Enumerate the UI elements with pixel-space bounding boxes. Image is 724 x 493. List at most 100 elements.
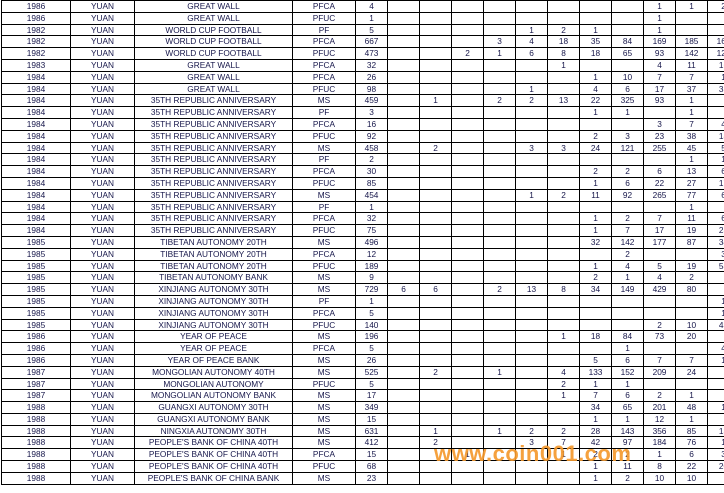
cell-name: WORLD CUP FOOTBALL — [134, 47, 293, 60]
cell-g2 — [419, 224, 452, 237]
cell-year: 1985 — [1, 318, 71, 332]
cell-g9: 1 — [643, 448, 676, 462]
cell-g9: 8 — [643, 460, 676, 473]
table-row[interactable]: 1984 YUAN 35TH REPUBLIC ANNIVERSARY MS 459 1 2… — [1, 94, 724, 108]
table-row[interactable]: 1985 YUAN TIBETAN AUTONOMY 20TH MS 496 32 142 1… — [1, 235, 724, 249]
cell-qty: 458 — [355, 141, 388, 155]
cell-g5 — [515, 70, 548, 84]
cell-g5 — [515, 471, 548, 485]
table-row[interactable]: 1984 YUAN 35TH REPUBLIC ANNIVERSARY MS 454 1 2… — [1, 188, 724, 202]
cell-g1 — [387, 23, 420, 37]
cell-g4: 1 — [483, 47, 516, 60]
cell-g8: 4 — [611, 259, 644, 273]
cell-year: 1986 — [1, 330, 71, 344]
cell-type: MS — [292, 330, 356, 344]
table-row[interactable]: 1985 YUAN TIBETAN AUTONOMY BANK MS 9 2 1 4 2 — [1, 271, 724, 285]
table-row[interactable]: 1984 YUAN 35TH REPUBLIC ANNIVERSARY PFUC 92 2… — [1, 129, 724, 143]
cell-denomination: YUAN — [70, 58, 135, 72]
table-row[interactable]: 1982 YUAN WORLD CUP FOOTBALL PF 5 1 2 1 1 — [1, 23, 724, 37]
cell-g7: 1 — [579, 176, 612, 190]
cell-g7: 133 — [579, 365, 612, 379]
table-row[interactable]: 1982 YUAN WORLD CUP FOOTBALL PFUC 473 2 1 6 8 18 6… — [1, 47, 724, 60]
cell-qty: 412 — [355, 436, 388, 450]
cell-g4 — [483, 153, 516, 167]
table-row[interactable]: 1984 YUAN 35TH REPUBLIC ANNIVERSARY PFCA 16 3… — [1, 117, 724, 131]
cell-denomination: YUAN — [70, 436, 135, 450]
table-row[interactable]: 1984 YUAN 35TH REPUBLIC ANNIVERSARY PF 1 1 — [1, 200, 724, 214]
cell-g2: 1 — [419, 94, 452, 108]
cell-g6 — [547, 294, 580, 308]
cell-name: TIBETAN AUTONOMY 20TH — [134, 247, 293, 261]
cell-g5: 3 — [515, 141, 548, 155]
cell-qty: 196 — [355, 330, 388, 344]
cell-name: 35TH REPUBLIC ANNIVERSARY — [134, 153, 293, 167]
table-row[interactable]: 1985 YUAN XINJIANG AUTONOMY 30TH MS 729 6 6 2 13… — [1, 283, 724, 296]
table-row[interactable]: 1988 YUAN GUANGXI AUTONOMY BANK MS 15 1 1 12 1 — [1, 412, 724, 426]
cell-g9: 17 — [643, 224, 676, 237]
table-row[interactable]: 1984 YUAN 35TH REPUBLIC ANNIVERSARY PFCA 30 2… — [1, 165, 724, 178]
cell-denomination: YUAN — [70, 471, 135, 485]
table-row[interactable]: 1982 YUAN WORLD CUP FOOTBALL PFCA 667 3 4 18 35 8… — [1, 35, 724, 49]
table-row[interactable]: 1984 YUAN 35TH REPUBLIC ANNIVERSARY PFUC 85 1… — [1, 176, 724, 190]
table-row[interactable]: 1988 YUAN NINGXIA AUTONOMY 30TH MS 631 1 1 2 2 28… — [1, 424, 724, 438]
cell-g2 — [419, 259, 452, 273]
table-row[interactable]: 1988 YUAN GUANGXI AUTONOMY 30TH MS 349 34 65 20… — [1, 401, 724, 414]
cell-g1 — [387, 318, 420, 332]
cell-name: 35TH REPUBLIC ANNIVERSARY — [134, 188, 293, 202]
cell-g5 — [515, 11, 548, 25]
cell-denomination: YUAN — [70, 35, 135, 49]
cell-g11: 1 — [707, 306, 724, 320]
table-row[interactable]: 1988 YUAN PEOPLE'S BANK OF CHINA 40TH PFUC 6… — [1, 460, 724, 473]
cell-name: PEOPLE'S BANK OF CHINA 40TH — [134, 460, 293, 473]
table-row[interactable]: 1987 YUAN MONGOLIAN AUTONOMY 40TH MS 525 2 1 4 1… — [1, 365, 724, 379]
table-row[interactable]: 1985 YUAN TIBETAN AUTONOMY 20TH PFUC 189 1 4 5 1… — [1, 259, 724, 273]
table-row[interactable]: 1984 YUAN 35TH REPUBLIC ANNIVERSARY PFUC 75 1… — [1, 224, 724, 237]
cell-denomination: YUAN — [70, 259, 135, 273]
cell-g1 — [387, 412, 420, 426]
cell-g1 — [387, 35, 420, 49]
cell-g3 — [451, 11, 484, 25]
cell-g2 — [419, 47, 452, 60]
cell-g1 — [387, 11, 420, 25]
cell-g1 — [387, 365, 420, 379]
cell-g10: 48 — [675, 401, 708, 414]
cell-g6 — [547, 401, 580, 414]
table-row[interactable]: 1986 YUAN GREAT WALL PFUC 1 1 — [1, 11, 724, 25]
cell-type: MS — [292, 188, 356, 202]
table-row[interactable]: 1985 YUAN XINJIANG AUTONOMY 30TH PFUC 140 2 10… — [1, 318, 724, 332]
cell-g3 — [451, 106, 484, 119]
cell-g8: 2 — [611, 247, 644, 261]
table-row[interactable]: 1986 YUAN YEAR OF PEACE MS 196 1 18 84 73 20 — [1, 330, 724, 344]
table-row[interactable]: 1988 YUAN PEOPLE'S BANK OF CHINA BANK MS 23 1… — [1, 471, 724, 485]
table-row[interactable]: 1987 YUAN MONGOLIAN AUTONOMY BANK MS 17 1 7 6 2 1 — [1, 389, 724, 403]
table-row[interactable]: 1984 YUAN 35TH REPUBLIC ANNIVERSARY PF 3 1 1 1 — [1, 106, 724, 119]
table-row[interactable]: 1988 YUAN PEOPLE'S BANK OF CHINA 40TH MS 412… — [1, 436, 724, 450]
cell-g3 — [451, 259, 484, 273]
cell-g11 — [707, 389, 724, 403]
table-row[interactable]: 1984 YUAN 35TH REPUBLIC ANNIVERSARY PFCA 32 1… — [1, 212, 724, 226]
cell-type: MS — [292, 389, 356, 403]
cell-g3 — [451, 460, 484, 473]
cell-g7: 1 — [579, 212, 612, 226]
table-row[interactable]: 1984 YUAN 35TH REPUBLIC ANNIVERSARY MS 458 2 3… — [1, 141, 724, 155]
cell-g10: 27 — [675, 176, 708, 190]
cell-year: 1985 — [1, 283, 71, 296]
cell-type: PF — [292, 23, 356, 37]
table-row[interactable]: 1988 YUAN PEOPLE'S BANK OF CHINA 40TH PFCA 1… — [1, 448, 724, 462]
cell-year: 1986 — [1, 353, 71, 367]
cell-type: PFUC — [292, 11, 356, 25]
cell-g6 — [547, 471, 580, 485]
cell-g7: 1 — [579, 23, 612, 37]
